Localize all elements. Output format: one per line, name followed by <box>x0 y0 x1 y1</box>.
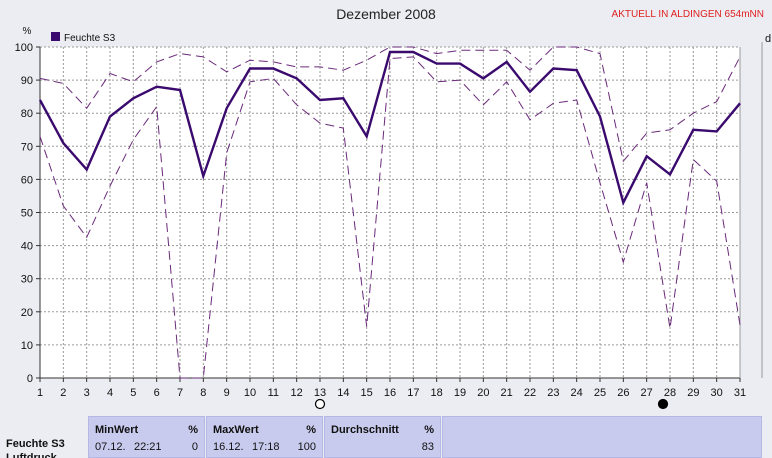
x-tick-label: 19 <box>454 387 466 399</box>
x-tick-label: 11 <box>268 387 279 399</box>
stats-row-label-2: Luftdruck <box>6 452 57 458</box>
y-tick-label: 50 <box>21 208 33 220</box>
x-tick-label: 29 <box>687 387 699 399</box>
x-tick-label: 5 <box>130 387 136 399</box>
legend-label: Feuchte S3 <box>64 33 116 44</box>
legend: Feuchte S3 <box>51 32 116 44</box>
max-value: 100 <box>297 441 316 453</box>
x-tick-label: 15 <box>361 387 373 399</box>
x-tick-label: 18 <box>431 387 443 399</box>
x-tick-label: 24 <box>571 387 583 399</box>
x-tick-label: 21 <box>501 387 513 399</box>
x-tick-label: 31 <box>734 387 746 399</box>
y-tick-label: 0 <box>27 373 33 385</box>
max-unit: % <box>306 424 316 436</box>
x-tick-label: 20 <box>477 387 489 399</box>
x-tick-label: 22 <box>524 387 536 399</box>
min-value-column: MinWert % 07.12. 22:21 0 <box>88 416 205 458</box>
chart-title: Dezember 2008 <box>336 6 436 22</box>
series-line-min <box>39 56 741 379</box>
series-line-max <box>39 46 741 163</box>
empty-column <box>442 416 762 458</box>
y-tick-label: 70 <box>21 141 33 153</box>
x-tick-label: 13 <box>314 387 326 399</box>
legend-swatch <box>51 32 60 41</box>
x-tick-label: 25 <box>594 387 606 399</box>
min-unit: % <box>188 424 198 436</box>
average-value: 83 <box>421 441 434 453</box>
x-tick-label: 30 <box>711 387 723 399</box>
x-tick-label: 27 <box>641 387 653 399</box>
y-axis-unit: % <box>23 26 32 37</box>
y-tick-label: 80 <box>21 108 33 120</box>
full-moon-icon <box>314 398 326 410</box>
max-time: 17:18 <box>252 441 280 453</box>
x-tick-label: 9 <box>224 387 230 399</box>
y-tick-label: 60 <box>21 174 33 186</box>
max-date: 16.12. <box>213 441 244 453</box>
average-header: Durchschnitt <box>331 424 399 436</box>
x-tick-label: 7 <box>177 387 183 399</box>
max-value-column: MaxWert % 16.12. 17:18 100 <box>206 416 323 458</box>
y-tick-label: 20 <box>21 307 33 319</box>
y-tick-label: 90 <box>21 75 33 87</box>
y-tick-label: 30 <box>21 274 33 286</box>
x-tick-label: 28 <box>664 387 676 399</box>
right-axis-label: d <box>765 33 771 45</box>
new-moon-icon <box>657 398 669 410</box>
average-unit: % <box>424 424 434 436</box>
x-tick-label: 10 <box>244 387 256 399</box>
x-tick-label: 23 <box>547 387 559 399</box>
x-tick-label: 3 <box>84 387 90 399</box>
y-tick-label: 100 <box>15 42 33 54</box>
statistics-panel: Feuchte S3 Luftdruck MinWert % 07.12. 22… <box>0 414 772 458</box>
min-date: 07.12. <box>95 441 126 453</box>
x-tick-label: 8 <box>200 387 206 399</box>
series-line-feuchte-s3 <box>38 50 741 206</box>
x-tick-label: 14 <box>337 387 349 399</box>
min-time: 22:21 <box>134 441 162 453</box>
min-header: MinWert <box>95 424 139 436</box>
station-label: AKTUELL IN ALDINGEN 654mNN <box>611 9 764 20</box>
y-tick-label: 40 <box>21 241 33 253</box>
min-value: 0 <box>191 441 198 453</box>
x-tick-label: 6 <box>154 387 160 399</box>
x-tick-label: 26 <box>617 387 629 399</box>
x-tick-label: 2 <box>60 387 66 399</box>
max-header: MaxWert <box>213 424 259 436</box>
stats-row-label: Feuchte S3 <box>6 438 65 450</box>
y-tick-label: 10 <box>21 340 33 352</box>
x-tick-label: 12 <box>291 387 303 399</box>
x-tick-label: 4 <box>107 387 113 399</box>
x-tick-label: 16 <box>384 387 396 399</box>
x-tick-label: 1 <box>37 387 43 399</box>
average-column: Durchschnitt % 83 <box>324 416 441 458</box>
x-tick-label: 17 <box>407 387 419 399</box>
